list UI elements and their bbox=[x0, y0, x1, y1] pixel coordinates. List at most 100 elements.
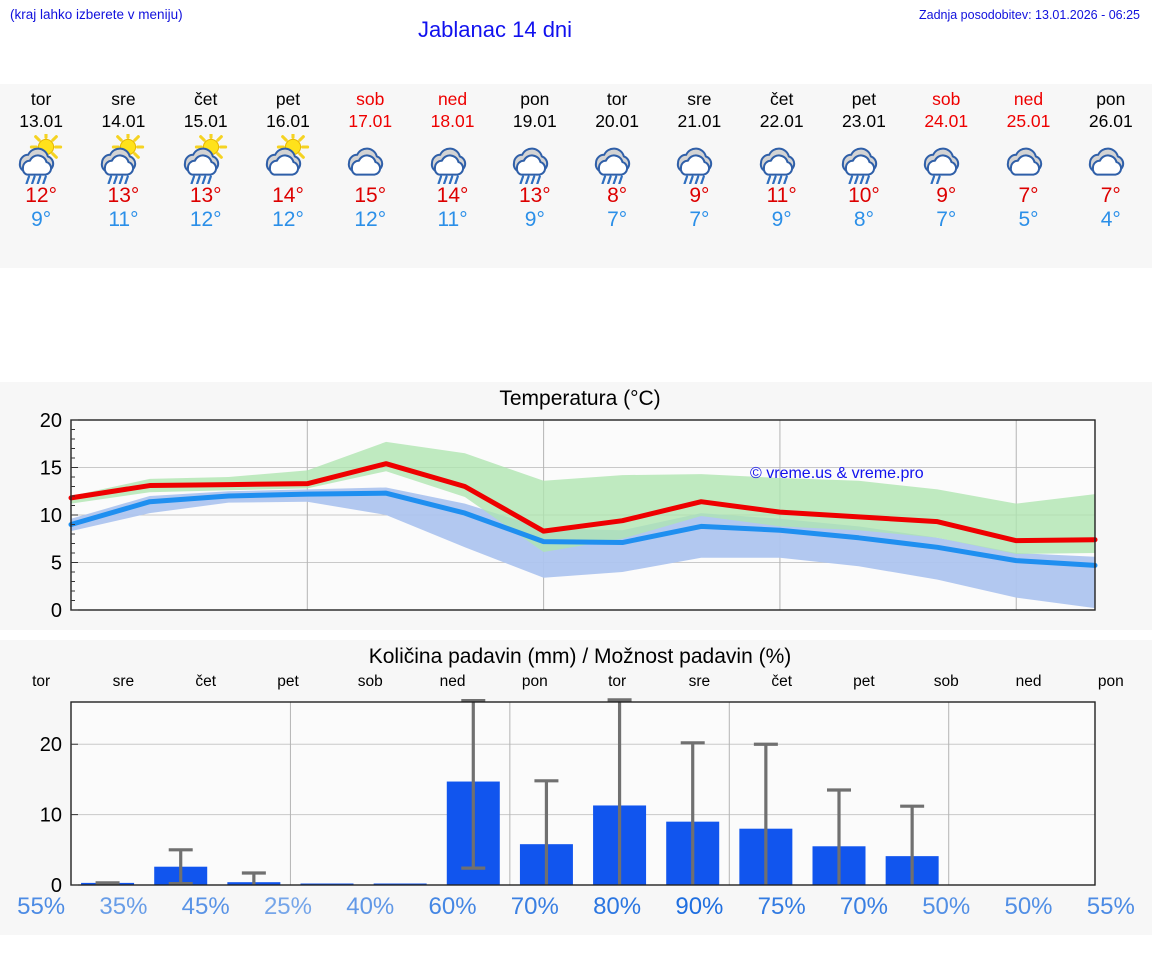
precipitation-chart-title: Količina padavin (mm) / Možnost padavin … bbox=[368, 645, 792, 668]
y-axis-tick-label: 20 bbox=[40, 734, 62, 756]
day-name: sre bbox=[111, 89, 136, 109]
day-temp-min: 9° bbox=[771, 208, 792, 231]
precipitation-probability-label: 90% bbox=[675, 893, 724, 920]
page-header: (kraj lahko izberete v meniju) Jablanac … bbox=[0, 0, 1152, 46]
copyright-label: © vreme.us & vreme.pro bbox=[750, 465, 924, 482]
precipitation-chart-plot: 0 10 20 bbox=[40, 698, 1096, 897]
sun-cloud-rain-icon bbox=[82, 134, 164, 184]
precip-day-label: pon bbox=[1097, 673, 1124, 690]
precip-day-label: tor bbox=[608, 673, 627, 690]
y-axis-tick-label: 15 bbox=[40, 458, 62, 480]
day-name: pet bbox=[851, 89, 877, 109]
day-temp-max: 11° bbox=[766, 184, 797, 207]
day-date: 21.01 bbox=[677, 111, 722, 131]
day-date: 18.01 bbox=[430, 111, 475, 131]
day-temp-max: 14° bbox=[272, 184, 304, 207]
day-temp-max: 9° bbox=[936, 184, 957, 207]
forecast-day-column[interactable]: sob 24.01 9° 7° bbox=[905, 84, 987, 268]
forecast-day-column[interactable]: pon 19.01 13° 9° bbox=[494, 84, 576, 268]
precipitation-probability-label: 75% bbox=[757, 893, 806, 920]
precipitation-probability-label: 55% bbox=[1086, 893, 1135, 920]
precipitation-probability-label: 40% bbox=[346, 893, 395, 920]
y-axis-tick-label: 10 bbox=[40, 805, 62, 827]
precipitation-probability-label: 35% bbox=[99, 893, 148, 920]
day-date: 22.01 bbox=[759, 111, 804, 131]
forecast-day-column[interactable]: sre 21.01 9° 7° bbox=[658, 84, 740, 268]
day-name: tor bbox=[606, 89, 628, 109]
day-temp-min: 4° bbox=[1100, 208, 1121, 231]
forecast-day-column[interactable]: tor 13.01 12° 9° bbox=[0, 84, 82, 268]
temperature-chart: Temperatura (°C) 0 5 10 15 20 bbox=[0, 382, 1152, 630]
y-axis-tick-label: 20 bbox=[40, 410, 62, 432]
y-axis-tick-label: 0 bbox=[51, 600, 62, 622]
precipitation-probability-label: 70% bbox=[510, 893, 559, 920]
day-temp-min: 9° bbox=[31, 208, 52, 231]
day-temp-max: 13° bbox=[189, 184, 222, 207]
forecast-day-strip: tor 13.01 12° 9° sre 14.01 13° 11° čet 15.01 13° 12… bbox=[0, 84, 1152, 268]
forecast-day-column[interactable]: sob 17.01 15° 12° bbox=[329, 84, 411, 268]
cloud-rain-icon bbox=[823, 134, 905, 184]
forecast-day-column[interactable]: čet 15.01 13° 12° bbox=[165, 84, 247, 268]
cloud-rain-icon bbox=[494, 134, 576, 184]
precipitation-probability-label: 45% bbox=[181, 893, 230, 920]
precip-day-label: sre bbox=[688, 673, 711, 690]
precipitation-chart: Količina padavin (mm) / Možnost padavin … bbox=[0, 640, 1152, 935]
day-name: sre bbox=[687, 89, 712, 109]
precipitation-probability-row: 55% 35% 45% 25% 40% 60% 70% 80% 90% 75% 70% 50% 50% 5… bbox=[0, 893, 1152, 921]
day-temp-max: 7° bbox=[1018, 184, 1039, 207]
day-temp-min: 7° bbox=[607, 208, 628, 231]
cloud-icon bbox=[329, 134, 411, 184]
forecast-day-column[interactable]: ned 18.01 14° 11° bbox=[411, 84, 493, 268]
precip-day-label: pon bbox=[521, 673, 548, 690]
day-temp-min: 5° bbox=[1018, 208, 1039, 231]
day-temp-min: 12° bbox=[354, 208, 387, 231]
day-date: 17.01 bbox=[348, 111, 393, 131]
forecast-day-column[interactable]: tor 20.01 8° 7° bbox=[576, 84, 658, 268]
day-temp-min: 7° bbox=[689, 208, 710, 231]
day-date: 19.01 bbox=[512, 111, 557, 131]
y-axis-tick-label: 0 bbox=[51, 875, 62, 897]
precipitation-day-labels: tor sre čet pet sob ned pon tor sre čet pet sob ned p… bbox=[0, 673, 1152, 691]
day-name: pet bbox=[275, 89, 301, 109]
forecast-day-column[interactable]: pon 26.01 7° 4° bbox=[1070, 84, 1152, 268]
temperature-chart-title: Temperatura (°C) bbox=[499, 387, 661, 410]
y-axis-tick-label: 10 bbox=[40, 505, 62, 527]
day-temp-max: 13° bbox=[107, 184, 140, 207]
forecast-day-column[interactable]: ned 25.01 7° 5° bbox=[987, 84, 1069, 268]
forecast-day-column[interactable]: pet 23.01 10° 8° bbox=[823, 84, 905, 268]
day-name: sob bbox=[932, 89, 961, 109]
precip-day-label: čet bbox=[771, 673, 793, 690]
forecast-day-column[interactable]: čet 22.01 11° 9° bbox=[741, 84, 823, 268]
day-temp-max: 7° bbox=[1100, 184, 1121, 207]
day-name: sob bbox=[356, 89, 385, 109]
day-name: pon bbox=[520, 89, 550, 109]
day-temp-max: 8° bbox=[607, 184, 628, 207]
day-date: 13.01 bbox=[19, 111, 64, 131]
precip-day-label: sob bbox=[933, 673, 959, 690]
day-temp-min: 11° bbox=[108, 208, 139, 231]
cloud-rain-icon bbox=[576, 134, 658, 184]
precip-day-label: sre bbox=[112, 673, 135, 690]
precip-day-label: pet bbox=[853, 673, 875, 690]
cloud-icon bbox=[987, 134, 1069, 184]
day-name: ned bbox=[1013, 89, 1044, 109]
day-date: 15.01 bbox=[183, 111, 228, 131]
last-updated-label: Zadnja posodobitev: 13.01.2026 - 06:25 bbox=[918, 8, 1140, 22]
forecast-day-column[interactable]: sre 14.01 13° 11° bbox=[82, 84, 164, 268]
day-temp-max: 9° bbox=[689, 184, 710, 207]
day-temp-max: 10° bbox=[848, 184, 880, 207]
precip-day-label: tor bbox=[32, 673, 51, 690]
location-menu-hint[interactable]: (kraj lahko izberete v meniju) bbox=[10, 7, 183, 22]
day-temp-min: 7° bbox=[936, 208, 957, 231]
day-temp-min: 12° bbox=[189, 208, 222, 231]
day-temp-max: 15° bbox=[354, 184, 387, 207]
precipitation-bar bbox=[373, 883, 427, 885]
day-date: 26.01 bbox=[1088, 111, 1133, 131]
precipitation-probability-label: 25% bbox=[263, 893, 312, 920]
precipitation-probability-label: 55% bbox=[17, 893, 66, 920]
cloud-icon bbox=[1070, 134, 1152, 184]
forecast-day-column[interactable]: pet 16.01 14° 12° bbox=[247, 84, 329, 268]
day-date: 23.01 bbox=[842, 111, 886, 131]
day-temp-max: 12° bbox=[25, 184, 58, 207]
day-temp-min: 12° bbox=[272, 208, 304, 231]
